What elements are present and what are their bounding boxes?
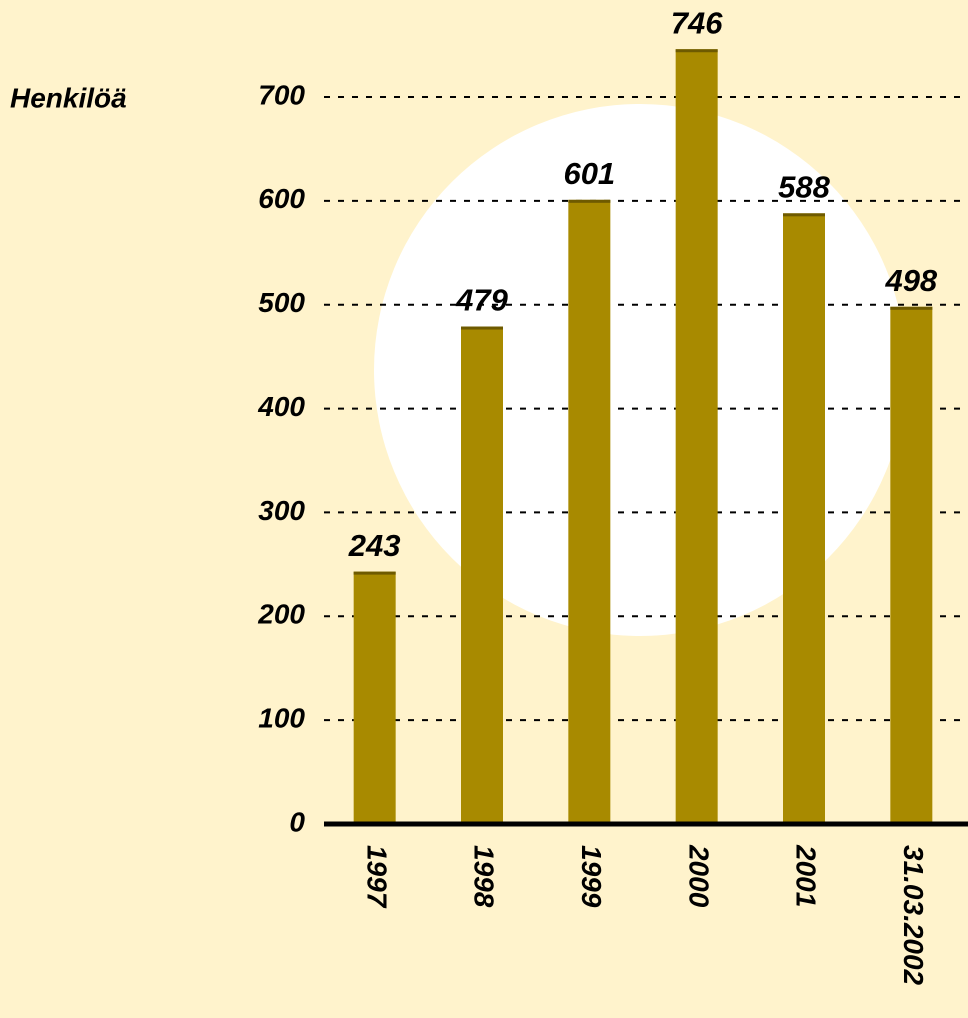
x-tick-label: 1998 [469,845,500,908]
y-tick-label: 0 [289,806,305,837]
value-label: 243 [348,528,401,563]
x-tick-label: 2001 [791,844,822,907]
x-tick-label: 2000 [683,844,714,908]
y-tick-label: 300 [258,495,305,526]
value-label: 601 [563,156,615,191]
x-tick-label: 1997 [361,845,392,909]
y-tick-label: 600 [258,183,305,214]
x-tick-label: 31.03.2002 [898,845,929,986]
bar [890,306,933,824]
y-tick-label: 400 [257,391,305,422]
bar-top [890,306,933,310]
y-tick-label: 500 [258,287,305,318]
bar [675,49,718,825]
bar-top [461,326,503,330]
value-label: 746 [671,5,723,40]
value-label: 588 [778,170,830,205]
y-tick-label: 100 [258,703,305,734]
background-circle [374,104,906,636]
value-label: 498 [884,263,937,298]
bar-top [675,49,718,53]
value-label: 479 [455,283,508,318]
y-tick-label: 200 [257,599,305,630]
x-tick-label: 1999 [576,845,607,908]
bar-top [568,199,611,203]
bar [461,326,503,824]
bar [783,213,825,824]
bar [568,199,611,824]
bar-top [783,213,825,217]
y-tick-label: 700 [258,79,305,110]
bar-top [353,571,396,575]
y-axis-label: Henkilöä [10,82,127,113]
bar [353,571,396,824]
